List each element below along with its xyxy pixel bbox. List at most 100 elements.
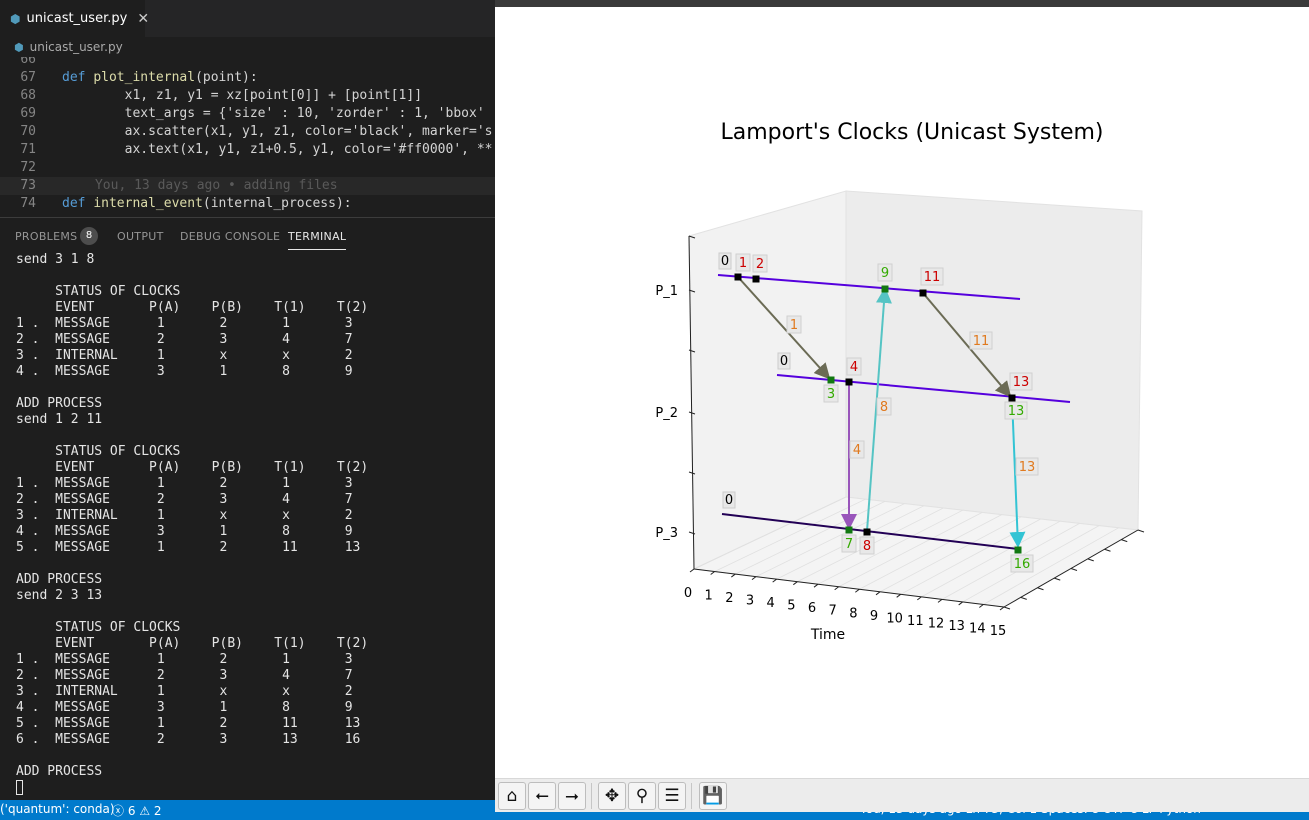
terminal-line: 6 . MESSAGE 2 3 13 16	[16, 732, 361, 747]
code-editor[interactable]: 66 67 def plot_internal(point): 68 x1, z1, …	[0, 57, 495, 217]
x-tick	[896, 593, 901, 598]
code-line[interactable]: 69 text_args = {'size' : 10, 'zorder' : …	[0, 105, 495, 123]
x-tick-label: 13	[948, 619, 965, 634]
code-line[interactable]: 67 def plot_internal(point):	[0, 69, 495, 87]
forward-icon[interactable]: ⭢	[558, 782, 586, 810]
breadcrumb[interactable]: ⬢ unicast_user.py	[0, 37, 495, 57]
code-text: x1, z1, y1 = xz[point[0]] + [point[1]]	[62, 88, 423, 103]
grid-line	[921, 520, 1061, 598]
message-label: 11	[973, 334, 990, 349]
terminal-line	[16, 748, 495, 764]
event-clock-label: 4	[850, 360, 858, 375]
figure-window-titlebar[interactable]	[495, 0, 1309, 7]
problems-status[interactable]: ⓧ 6 ⚠ 2	[112, 802, 162, 819]
terminal-line: 1 . MESSAGE 1 2 1 3	[16, 476, 353, 491]
event-marker	[734, 273, 742, 281]
y-tick	[1121, 539, 1128, 543]
close-icon[interactable]: ✕	[137, 10, 150, 27]
message-label: 1	[790, 318, 798, 333]
python-file-icon: ⬢	[10, 11, 21, 26]
process-tick-label: P_2	[655, 406, 678, 421]
code-line[interactable]: 74 def internal_event(internal_process):	[0, 195, 495, 213]
x-tick-label: 6	[808, 601, 816, 616]
terminal-line: 5 . MESSAGE 1 2 11 13	[16, 716, 361, 731]
warning-icon: ⚠	[139, 804, 151, 818]
event-label-box	[920, 267, 944, 286]
zoom-icon[interactable]: ⚲	[628, 782, 656, 810]
event-marker	[752, 275, 760, 283]
line-number: 71	[20, 142, 36, 157]
start-label: 0	[725, 493, 733, 508]
error-count: 6	[127, 804, 136, 818]
back-icon[interactable]: ⭠	[528, 782, 556, 810]
z-tick	[688, 349, 696, 353]
code-text: def internal_event(internal_process):	[62, 196, 352, 211]
code-line[interactable]: 71 ax.text(x1, y1, z1+0.5, y1, color='#f…	[0, 141, 495, 159]
terminal-line: send 2 3 13	[16, 588, 103, 603]
message-arrow	[922, 292, 1012, 398]
event-clock-label: 7	[845, 537, 853, 552]
event-marker	[881, 285, 889, 293]
message-label-box	[849, 440, 865, 459]
code-line[interactable]: 68 x1, z1, y1 = xz[point[0]] + [point[1]…	[0, 87, 495, 105]
terminal-line: 4 . MESSAGE 3 1 8 9	[16, 364, 353, 379]
process-line-p_1	[717, 274, 1021, 300]
save-icon[interactable]: 💾	[699, 782, 727, 810]
event-label-box	[735, 253, 751, 272]
tab-debug-console[interactable]: DEBUG CONSOLE	[180, 230, 281, 243]
python-environment[interactable]: ('quantum': conda)	[0, 802, 115, 816]
code-line[interactable]: 66	[0, 57, 495, 69]
grid-line	[735, 501, 886, 575]
x-tick	[731, 573, 736, 578]
plot-title: Lamport's Clocks (Unicast System)	[720, 120, 1103, 145]
start-label: 0	[780, 354, 788, 369]
event-label-box	[846, 357, 862, 376]
tab-terminal[interactable]: TERMINAL	[288, 230, 347, 250]
configure-icon[interactable]: ☰	[658, 782, 686, 810]
event-label-box	[877, 263, 893, 282]
line-number: 68	[20, 88, 36, 103]
grid-line	[693, 496, 847, 570]
axes-panes	[688, 190, 1143, 608]
grid-line	[714, 498, 866, 572]
terminal-line: STATUS OF CLOCKS	[16, 444, 181, 459]
x-tick-label: 15	[990, 624, 1007, 639]
event-label-box	[1004, 401, 1028, 420]
terminal-line: 1 . MESSAGE 1 2 1 3	[16, 652, 353, 667]
code-line[interactable]: 73 You, 13 days ago • adding files	[0, 177, 495, 195]
tab-problems[interactable]: PROBLEMS	[15, 230, 78, 243]
x-axis-label: Time	[810, 627, 845, 643]
event-clock-label: 13	[1013, 375, 1030, 390]
code-line[interactable]: 72	[0, 159, 495, 177]
x-tick	[937, 599, 943, 603]
terminal[interactable]: send 3 1 8 STATUS OF CLOCKS EVENT P(A) P…	[0, 252, 495, 800]
x-tick	[772, 578, 777, 583]
grid-line	[983, 527, 1119, 605]
breadcrumb-file: unicast_user.py	[29, 40, 123, 54]
terminal-line: 2 . MESSAGE 2 3 4 7	[16, 492, 353, 507]
x-tick-label: 9	[870, 609, 878, 624]
home-icon[interactable]: ⌂	[498, 782, 526, 810]
terminal-line	[16, 604, 495, 620]
message-label-box	[876, 397, 892, 416]
z-axis-line	[688, 235, 695, 570]
x-tick	[793, 581, 798, 586]
terminal-line: EVENT P(A) P(B) T(1) T(2)	[16, 300, 369, 315]
start-label-box	[718, 252, 732, 270]
process-tick-label: P_3	[655, 526, 678, 541]
event-clock-label: 9	[881, 266, 889, 281]
editor-tab-bar: ⬢ unicast_user.py ✕	[0, 0, 495, 37]
tab-unicast-user-py[interactable]: ⬢ unicast_user.py ✕	[0, 0, 149, 37]
event-label-box	[1010, 554, 1034, 573]
start-label: 0	[721, 254, 729, 269]
tab-output[interactable]: OUTPUT	[117, 230, 164, 243]
x-tick-label: 10	[886, 611, 903, 626]
x-axis-line	[693, 568, 1005, 608]
pan-icon[interactable]: ✥	[598, 782, 626, 810]
terminal-line: 1 . MESSAGE 1 2 1 3	[16, 316, 353, 331]
message-label-box	[786, 315, 802, 334]
grid-line	[817, 509, 963, 585]
y-tick	[1137, 529, 1145, 533]
code-line[interactable]: 70 ax.scatter(x1, y1, z1, color='black',…	[0, 123, 495, 141]
